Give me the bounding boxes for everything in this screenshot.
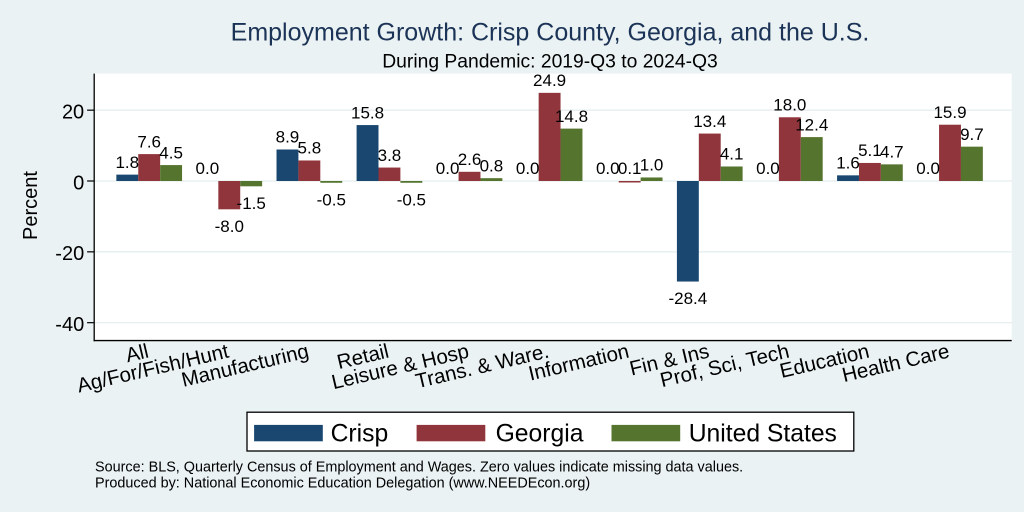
svg-text:13.4: 13.4 xyxy=(693,112,726,131)
svg-text:-0.5: -0.5 xyxy=(397,190,426,209)
svg-text:1.8: 1.8 xyxy=(115,153,139,172)
svg-text:4.1: 4.1 xyxy=(720,145,744,164)
svg-text:9.7: 9.7 xyxy=(960,125,984,144)
svg-text:Georgia: Georgia xyxy=(496,420,584,447)
svg-text:8.9: 8.9 xyxy=(276,128,300,147)
svg-text:0.0: 0.0 xyxy=(916,159,940,178)
svg-text:Source: BLS, Quarterly Census: Source: BLS, Quarterly Census of Employm… xyxy=(95,459,743,475)
svg-text:24.9: 24.9 xyxy=(533,71,566,90)
svg-text:Crisp: Crisp xyxy=(331,420,389,447)
svg-text:Employment Growth: Crisp Count: Employment Growth: Crisp County, Georgia… xyxy=(231,19,870,47)
svg-text:0.1: 0.1 xyxy=(618,159,642,178)
svg-text:United States: United States xyxy=(689,420,837,447)
svg-text:0.0: 0.0 xyxy=(596,159,620,178)
svg-text:15.8: 15.8 xyxy=(351,103,384,122)
svg-text:All: All xyxy=(123,340,150,368)
svg-text:0.0: 0.0 xyxy=(516,159,540,178)
svg-text:Percent: Percent xyxy=(20,171,42,240)
svg-text:-1.5: -1.5 xyxy=(237,194,266,213)
svg-text:20: 20 xyxy=(62,101,84,123)
svg-text:0: 0 xyxy=(73,172,84,194)
svg-text:-40: -40 xyxy=(55,314,84,336)
svg-text:4.7: 4.7 xyxy=(880,143,904,162)
svg-text:7.6: 7.6 xyxy=(137,132,161,151)
svg-text:-28.4: -28.4 xyxy=(668,289,707,308)
svg-text:During Pandemic: 2019-Q3 to 20: During Pandemic: 2019-Q3 to 2024-Q3 xyxy=(382,52,717,73)
svg-text:Produced by: National Economic: Produced by: National Economic Education… xyxy=(95,476,590,492)
svg-text:18.0: 18.0 xyxy=(773,95,806,114)
svg-text:4.5: 4.5 xyxy=(159,143,183,162)
svg-text:-8.0: -8.0 xyxy=(215,217,244,236)
svg-text:1.6: 1.6 xyxy=(836,154,860,173)
svg-text:-20: -20 xyxy=(55,243,84,265)
svg-text:0.0: 0.0 xyxy=(436,159,460,178)
svg-text:0.0: 0.0 xyxy=(196,159,220,178)
svg-text:5.8: 5.8 xyxy=(298,139,322,158)
svg-text:12.4: 12.4 xyxy=(795,115,828,134)
svg-text:5.1: 5.1 xyxy=(858,141,882,160)
svg-text:0.8: 0.8 xyxy=(480,156,504,175)
svg-text:3.8: 3.8 xyxy=(378,146,402,165)
svg-text:-0.5: -0.5 xyxy=(317,190,346,209)
svg-text:1.0: 1.0 xyxy=(640,156,664,175)
svg-text:2.6: 2.6 xyxy=(458,150,482,169)
svg-text:0.0: 0.0 xyxy=(756,159,780,178)
svg-text:14.8: 14.8 xyxy=(555,107,588,126)
svg-text:15.9: 15.9 xyxy=(933,103,966,122)
